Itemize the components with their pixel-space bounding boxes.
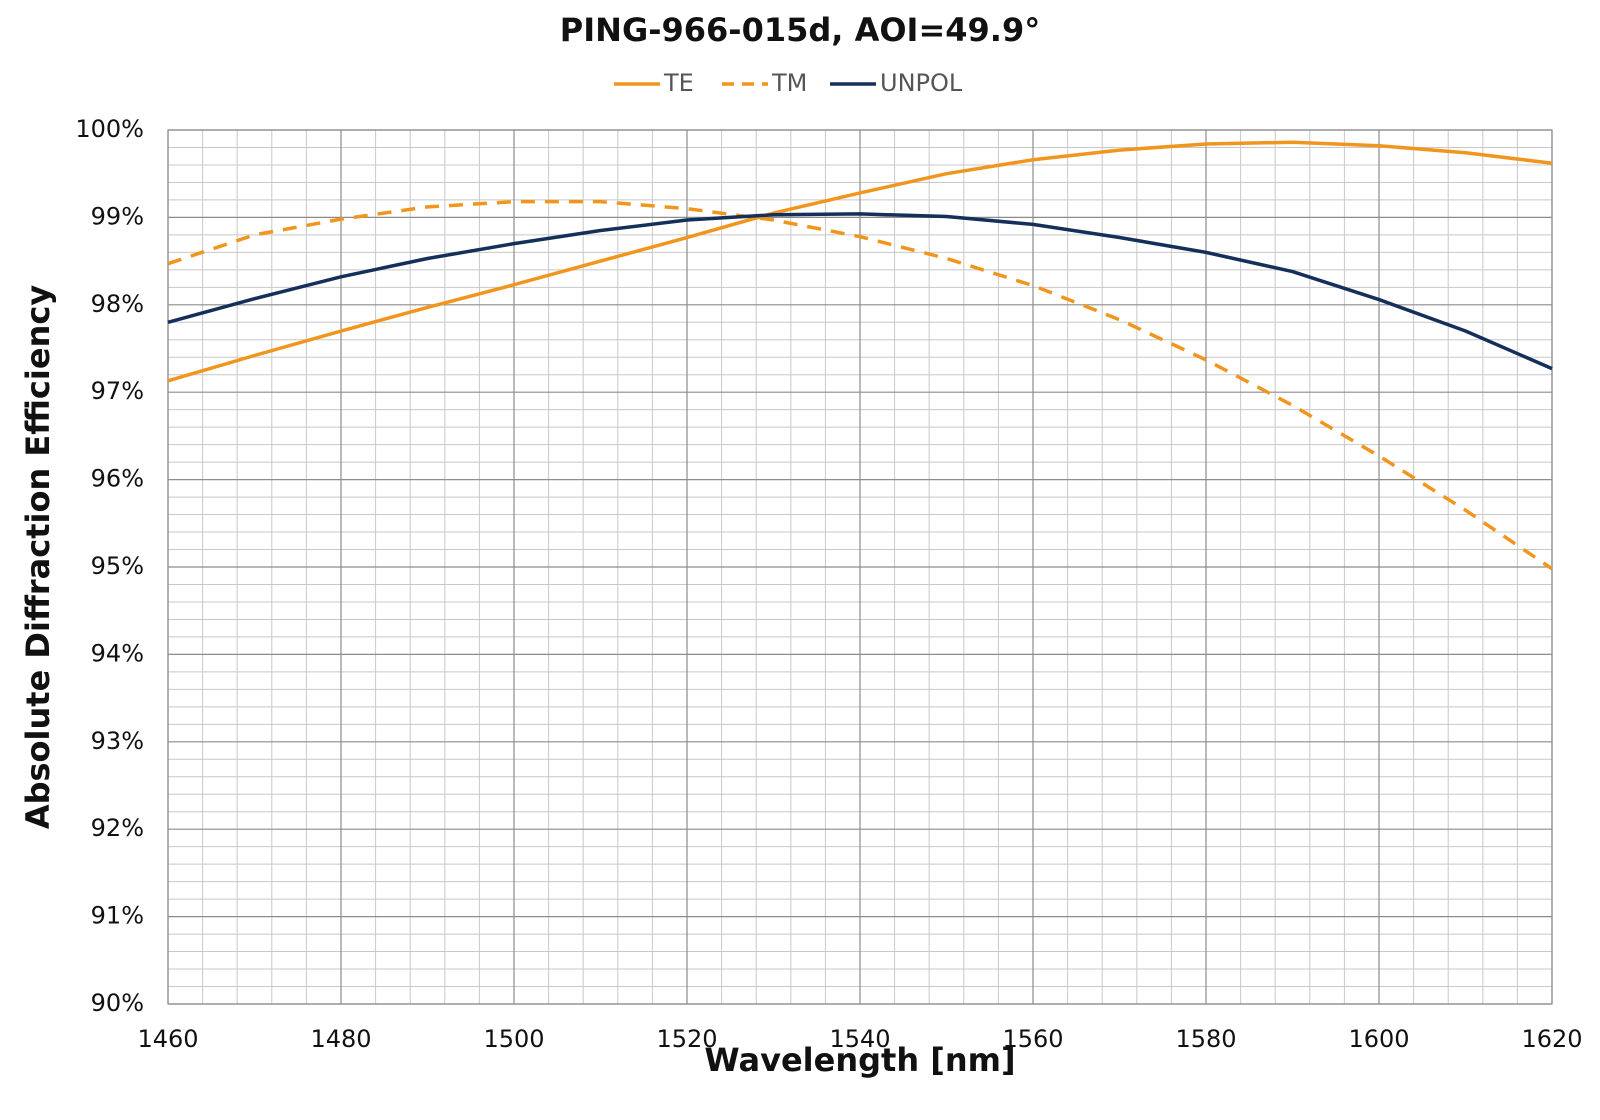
y-axis-title: Absolute Diffraction Efficiency bbox=[19, 285, 57, 830]
x-tick-label: 1560 bbox=[1002, 1025, 1063, 1053]
x-tick-label: 1620 bbox=[1521, 1025, 1582, 1053]
legend-label: UNPOL bbox=[880, 69, 963, 97]
x-tick-label: 1460 bbox=[137, 1025, 198, 1053]
y-tick-label: 93% bbox=[91, 727, 144, 755]
chart-title: PING-966-015d, AOI=49.9° bbox=[560, 11, 1040, 49]
x-tick-label: 1480 bbox=[310, 1025, 371, 1053]
x-tick-label: 1580 bbox=[1175, 1025, 1236, 1053]
series-line bbox=[167, 212, 1553, 371]
x-tick-label: 1520 bbox=[656, 1025, 717, 1053]
y-tick-label: 96% bbox=[91, 465, 144, 493]
x-tick-label: 1540 bbox=[829, 1025, 890, 1053]
y-tick-label: 100% bbox=[75, 115, 144, 143]
y-tick-label: 98% bbox=[91, 290, 144, 318]
y-tick-label: 90% bbox=[91, 989, 144, 1017]
y-tick-label: 95% bbox=[91, 552, 144, 580]
y-tick-label: 94% bbox=[91, 639, 144, 667]
legend-label: TE bbox=[663, 69, 694, 97]
legend-label: TM bbox=[771, 69, 807, 97]
y-tick-label: 91% bbox=[91, 902, 144, 930]
x-tick-label: 1500 bbox=[483, 1025, 544, 1053]
series-line bbox=[167, 199, 1553, 571]
x-tick-label: 1600 bbox=[1348, 1025, 1409, 1053]
x-axis-title: Wavelength [nm] bbox=[704, 1041, 1015, 1079]
series-line bbox=[167, 140, 1553, 383]
y-tick-label: 97% bbox=[91, 377, 144, 405]
y-tick-label: 92% bbox=[91, 814, 144, 842]
y-tick-label: 99% bbox=[91, 202, 144, 230]
